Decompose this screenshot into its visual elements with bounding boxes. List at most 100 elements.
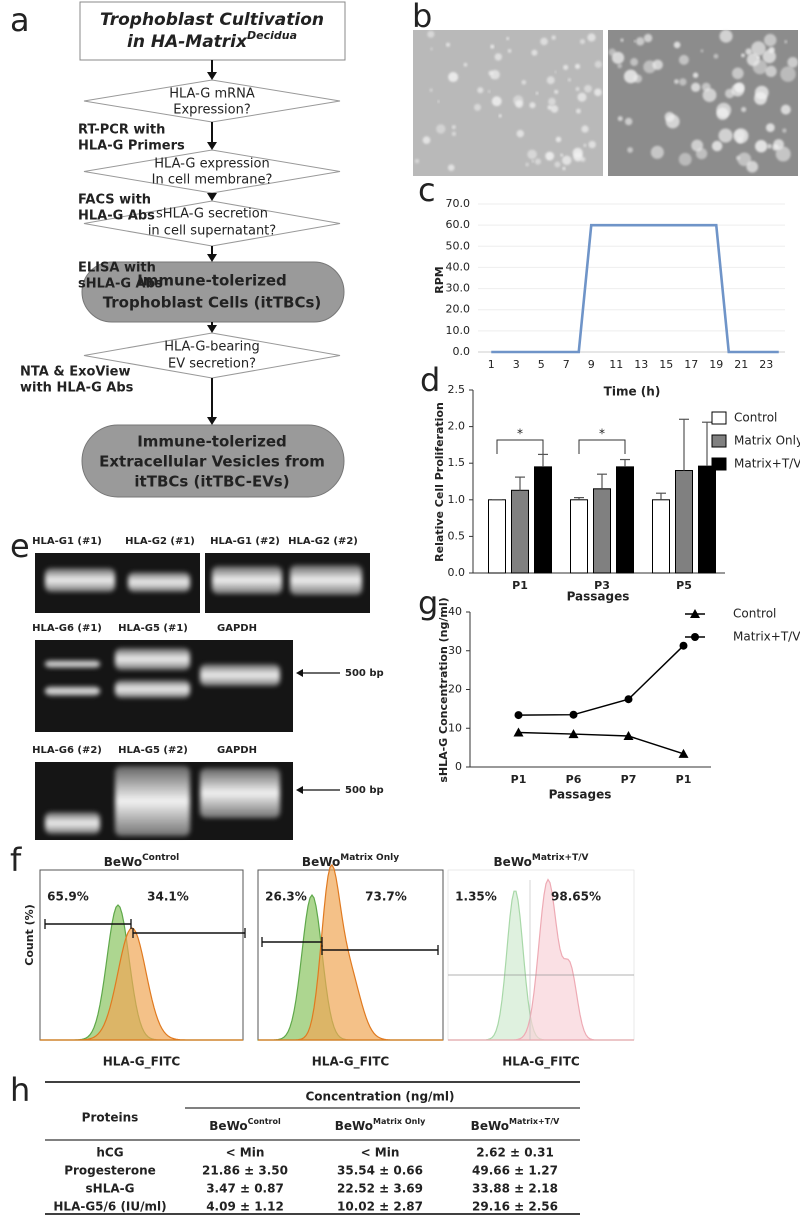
y-axis-title: sHLA-G Concentration (ng/ml) — [437, 597, 450, 782]
method-label: NTA & ExoView — [20, 365, 131, 380]
point-marker — [623, 731, 634, 740]
gel-band — [212, 566, 282, 594]
y-tick-label: 10 — [448, 721, 462, 734]
y-tick-label: 1.0 — [448, 493, 466, 506]
cell-speck — [746, 53, 760, 67]
cell-speck — [627, 147, 633, 153]
node-text: Immune-tolerized — [137, 433, 287, 451]
flow-title-base: BeWo — [302, 855, 340, 869]
cell-speck — [764, 33, 777, 47]
cell-speck — [674, 79, 679, 84]
method-label: sHLA-G Abs — [78, 277, 163, 292]
point-marker — [679, 641, 688, 650]
cell-speck — [429, 88, 433, 92]
cell-speck — [780, 104, 791, 115]
cell-speck — [560, 153, 564, 157]
cell-speck — [491, 76, 494, 79]
cell-speck — [422, 136, 431, 145]
cell-speck — [775, 146, 791, 162]
cell-speck — [494, 53, 503, 61]
cell-speck — [784, 40, 788, 44]
y-axis-title: RPM — [433, 266, 446, 293]
table-cell: 10.02 ± 2.87 — [337, 1200, 423, 1214]
cell-speck — [678, 152, 692, 166]
cell-speck — [579, 39, 585, 45]
legend-label: Control — [733, 607, 776, 621]
table-group-header: Concentration (ng/ml) — [305, 1090, 454, 1104]
table-cell: < Min — [361, 1146, 400, 1160]
cell-speck — [755, 140, 768, 153]
table-header: Proteins — [82, 1111, 139, 1125]
lane-label: HLA-G6 (#2) — [32, 745, 102, 756]
table-cell: 3.47 ± 0.87 — [206, 1182, 284, 1196]
cell-speck — [534, 158, 542, 165]
cell-speck — [451, 131, 457, 136]
cell-speck — [695, 147, 708, 160]
flow-right-percent: 34.1% — [147, 890, 189, 904]
cell-speck — [490, 44, 495, 49]
cell-speck — [746, 160, 759, 173]
bar — [616, 466, 634, 574]
x-axis-title: Time (h) — [604, 385, 661, 399]
cell-speck — [700, 49, 704, 53]
cell-speck — [554, 89, 559, 94]
cell-speck — [716, 107, 729, 120]
cell-speck — [678, 54, 689, 65]
panel-label: h — [10, 1071, 30, 1109]
cell-speck — [445, 42, 451, 47]
cell-speck — [587, 33, 596, 42]
cell-speck — [437, 100, 440, 103]
table-column-header-base: BeWo — [209, 1119, 247, 1133]
cell-speck — [474, 103, 482, 111]
table-cell: 21.86 ± 3.50 — [202, 1164, 288, 1178]
cell-speck — [754, 92, 767, 105]
bar — [698, 465, 716, 574]
cell-speck — [673, 41, 681, 49]
cell-speck — [718, 128, 733, 143]
arrow-head — [207, 142, 217, 150]
node-text: itTBCs (itTBC-EVs) — [134, 473, 289, 491]
gel-band — [115, 680, 190, 698]
method-label: HLA-G Primers — [78, 139, 185, 154]
point-marker — [624, 695, 633, 704]
significance-bracket — [578, 439, 626, 454]
result-pill — [81, 424, 345, 498]
marker-arrowhead — [296, 786, 303, 794]
node-text: in HA-MatrixDecidua — [127, 29, 297, 53]
cell-speck — [529, 102, 536, 109]
panel-label: g — [418, 584, 438, 622]
point-marker — [514, 711, 523, 720]
table-column-header: BeWoControl — [209, 1117, 281, 1133]
x-tick-label: 17 — [684, 358, 698, 371]
method-label: RT-PCR with — [78, 123, 165, 138]
legend-swatch — [711, 411, 727, 425]
cell-speck — [772, 144, 779, 151]
y-tick-label: 40.0 — [446, 260, 471, 273]
lane-label: HLA-G2 (#1) — [125, 536, 195, 547]
cell-speck — [762, 49, 776, 64]
histogram — [40, 927, 243, 1041]
cell-speck — [643, 33, 653, 43]
cell-speck — [577, 92, 587, 102]
table-cell: 4.09 ± 1.12 — [206, 1200, 284, 1214]
cell-speck — [451, 125, 456, 130]
y-tick-label: 70.0 — [446, 197, 471, 210]
cell-speck — [436, 124, 446, 134]
panel-label: b — [412, 0, 432, 35]
legend-label: Control — [734, 411, 777, 425]
y-tick-label: 2.0 — [448, 420, 466, 433]
point-marker — [568, 729, 579, 739]
cell-speck — [736, 137, 744, 144]
cell-speck — [583, 143, 587, 147]
bar — [593, 488, 611, 574]
cell-speck — [679, 78, 687, 86]
node-text: HLA-G mRNA — [169, 87, 255, 102]
bar — [511, 489, 529, 574]
bar — [570, 499, 588, 574]
cell-speck — [594, 60, 602, 68]
table-cell: 22.52 ± 3.69 — [337, 1182, 423, 1196]
start-box — [79, 1, 346, 61]
cell-speck — [620, 38, 624, 42]
flow-title: BeWoMatrix+T/V — [494, 853, 589, 869]
x-tick-label: 19 — [709, 358, 723, 371]
